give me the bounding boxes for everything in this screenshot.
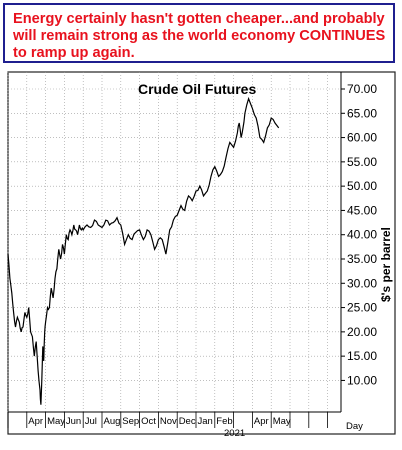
caption-box: Energy certainly hasn't gotten cheaper..… <box>3 3 395 63</box>
y-tick-label: 20.00 <box>347 325 377 339</box>
x-tick-label: Apr <box>28 416 43 427</box>
y-tick-label: 55.00 <box>347 155 377 169</box>
series-line <box>7 96 280 405</box>
x-tick-label: Nov <box>160 416 177 427</box>
chart-title: Crude Oil Futures <box>138 81 256 97</box>
y-tick-label: 15.00 <box>347 349 377 363</box>
y-tick-label: 30.00 <box>347 276 377 290</box>
y-tick-label: 45.00 <box>347 203 377 217</box>
y-tick-label: 70.00 <box>347 82 377 96</box>
x-tick-label: Apr <box>254 416 269 427</box>
x-tick-label: Jun <box>66 416 81 427</box>
x-tick-label: Feb <box>216 416 232 427</box>
y-tick-label: 65.00 <box>347 106 377 120</box>
x-ticks: Apr May Jun Jul Aug Sep Oct Nov Dec Jan Feb Apr May <box>7 412 329 428</box>
x-tick-label: Aug <box>104 416 121 427</box>
chart-frame <box>7 71 396 435</box>
y-ticks: 10.00 15.00 20.00 25.00 30.00 35.00 40.00 45.00… <box>341 82 377 387</box>
y-axis-label: $'s per barrel <box>379 227 393 302</box>
x-extra-label: Day <box>346 421 363 432</box>
y-tick-label: 40.00 <box>347 228 377 242</box>
y-tick-label: 35.00 <box>347 252 377 266</box>
x-tick-label: Oct <box>141 416 156 427</box>
x-tick-label: May <box>47 416 65 427</box>
y-tick-label: 25.00 <box>347 301 377 315</box>
x-tick-label: Jan <box>198 416 213 427</box>
x-tick-label: Jul <box>85 416 97 427</box>
x-tick-label: Dec <box>179 416 196 427</box>
x-year-label: 2021 <box>224 428 245 439</box>
y-tick-label: 10.00 <box>347 373 377 387</box>
x-tick-label: Sep <box>122 416 139 427</box>
y-tick-label: 60.00 <box>347 131 377 145</box>
caption-text: Energy certainly hasn't gotten cheaper..… <box>13 11 386 61</box>
y-tick-label: 50.00 <box>347 179 377 193</box>
x-tick-label: May <box>273 416 291 427</box>
